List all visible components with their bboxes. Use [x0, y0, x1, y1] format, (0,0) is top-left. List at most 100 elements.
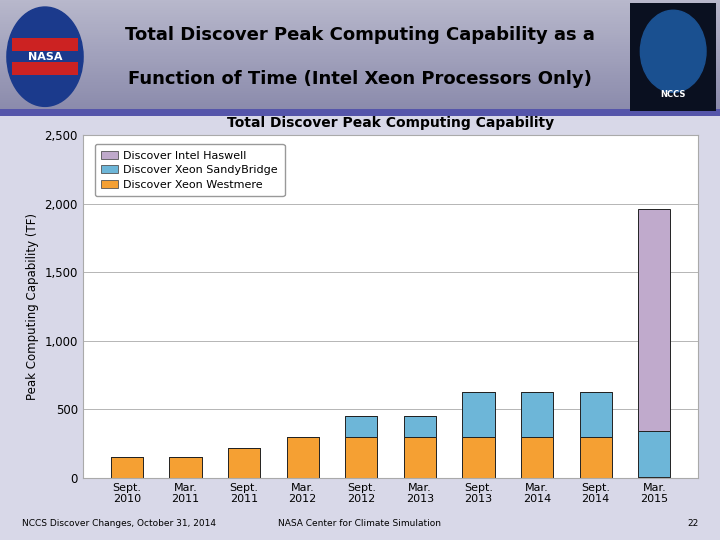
- Bar: [0, 18, 720, 20]
- Bar: [0, 15, 720, 16]
- Bar: [0, 42, 720, 43]
- Bar: [638, 476, 670, 478]
- Bar: [0, 7, 720, 8]
- Bar: [0, 46, 720, 48]
- Bar: [0, 17, 720, 18]
- Bar: [0, 83, 720, 84]
- Text: NCCS Discover Changes, October 31, 2014: NCCS Discover Changes, October 31, 2014: [22, 519, 215, 529]
- Bar: [0, 79, 720, 80]
- Bar: [0, 115, 720, 116]
- Bar: [0, 52, 720, 53]
- Bar: [0, 68, 720, 69]
- Bar: [0, 113, 720, 114]
- Bar: [0, 1, 720, 2]
- Text: NASA: NASA: [28, 52, 62, 62]
- Bar: [345, 437, 377, 478]
- Bar: [0, 77, 720, 78]
- Bar: [0, 13, 720, 14]
- Bar: [0, 35, 720, 36]
- Bar: [0, 58, 720, 59]
- Bar: [0, 5, 720, 6]
- Bar: [0, 94, 720, 95]
- Bar: [0, 100, 720, 101]
- Bar: [0, 30, 720, 31]
- Bar: [0, 71, 720, 72]
- Bar: [404, 437, 436, 478]
- Bar: [0, 2, 720, 3]
- Legend: Discover Intel Haswell, Discover Xeon SandyBridge, Discover Xeon Westmere: Discover Intel Haswell, Discover Xeon Sa…: [94, 144, 284, 196]
- Text: NCCS: NCCS: [660, 90, 686, 99]
- Bar: [0, 84, 720, 85]
- Bar: [0, 48, 720, 49]
- Text: 22: 22: [687, 519, 698, 529]
- Bar: [0, 16, 720, 17]
- Bar: [0, 103, 720, 104]
- Bar: [0, 56, 720, 57]
- Text: NASA Center for Climate Simulation: NASA Center for Climate Simulation: [279, 519, 441, 529]
- Bar: [0, 107, 720, 108]
- Y-axis label: Peak Computing Capability (TF): Peak Computing Capability (TF): [26, 213, 39, 400]
- Bar: [169, 457, 202, 478]
- Bar: [0, 26, 720, 28]
- Bar: [0, 20, 720, 21]
- Bar: [0, 65, 720, 66]
- Bar: [0, 101, 720, 102]
- Bar: [0, 22, 720, 23]
- Bar: [0, 28, 720, 29]
- Bar: [0, 86, 720, 87]
- Bar: [0, 66, 720, 68]
- Bar: [0, 44, 720, 45]
- Circle shape: [7, 7, 83, 106]
- Bar: [0, 38, 720, 39]
- Bar: [462, 392, 495, 437]
- Bar: [0, 69, 720, 70]
- Bar: [12, 38, 78, 51]
- Bar: [0, 98, 720, 99]
- Bar: [0, 75, 720, 76]
- Bar: [0, 72, 720, 73]
- Text: Total Discover Peak Computing Capability as a: Total Discover Peak Computing Capability…: [125, 26, 595, 44]
- Bar: [0, 32, 720, 33]
- Bar: [580, 437, 612, 478]
- Bar: [0, 37, 720, 38]
- Bar: [0, 24, 720, 25]
- Bar: [521, 392, 553, 437]
- Bar: [0, 80, 720, 81]
- Bar: [287, 437, 319, 478]
- Bar: [0, 93, 720, 94]
- Bar: [0, 3, 720, 5]
- Bar: [0, 39, 720, 40]
- Bar: [638, 431, 670, 476]
- Bar: [0, 0, 720, 1]
- Bar: [0, 106, 720, 107]
- Circle shape: [640, 10, 706, 92]
- Bar: [0, 110, 720, 111]
- Bar: [0, 50, 720, 51]
- Title: Total Discover Peak Computing Capability: Total Discover Peak Computing Capability: [227, 116, 554, 130]
- Bar: [228, 448, 260, 478]
- Bar: [0, 11, 720, 13]
- Bar: [0, 23, 720, 24]
- Bar: [0, 51, 720, 52]
- Bar: [0, 87, 720, 88]
- Bar: [0, 114, 720, 115]
- Bar: [0, 43, 720, 44]
- Bar: [0, 96, 720, 98]
- Bar: [0, 31, 720, 32]
- Bar: [0, 63, 720, 64]
- Bar: [0, 88, 720, 90]
- Bar: [638, 209, 670, 431]
- Bar: [0, 36, 720, 37]
- Bar: [0, 109, 720, 116]
- Bar: [0, 14, 720, 15]
- Bar: [0, 109, 720, 110]
- Bar: [0, 95, 720, 96]
- Bar: [0, 85, 720, 86]
- Bar: [0, 64, 720, 65]
- Bar: [580, 392, 612, 437]
- Bar: [0, 40, 720, 42]
- Bar: [0, 60, 720, 62]
- Bar: [0, 76, 720, 77]
- Bar: [12, 62, 78, 75]
- Text: Function of Time (Intel Xeon Processors Only): Function of Time (Intel Xeon Processors …: [128, 70, 592, 88]
